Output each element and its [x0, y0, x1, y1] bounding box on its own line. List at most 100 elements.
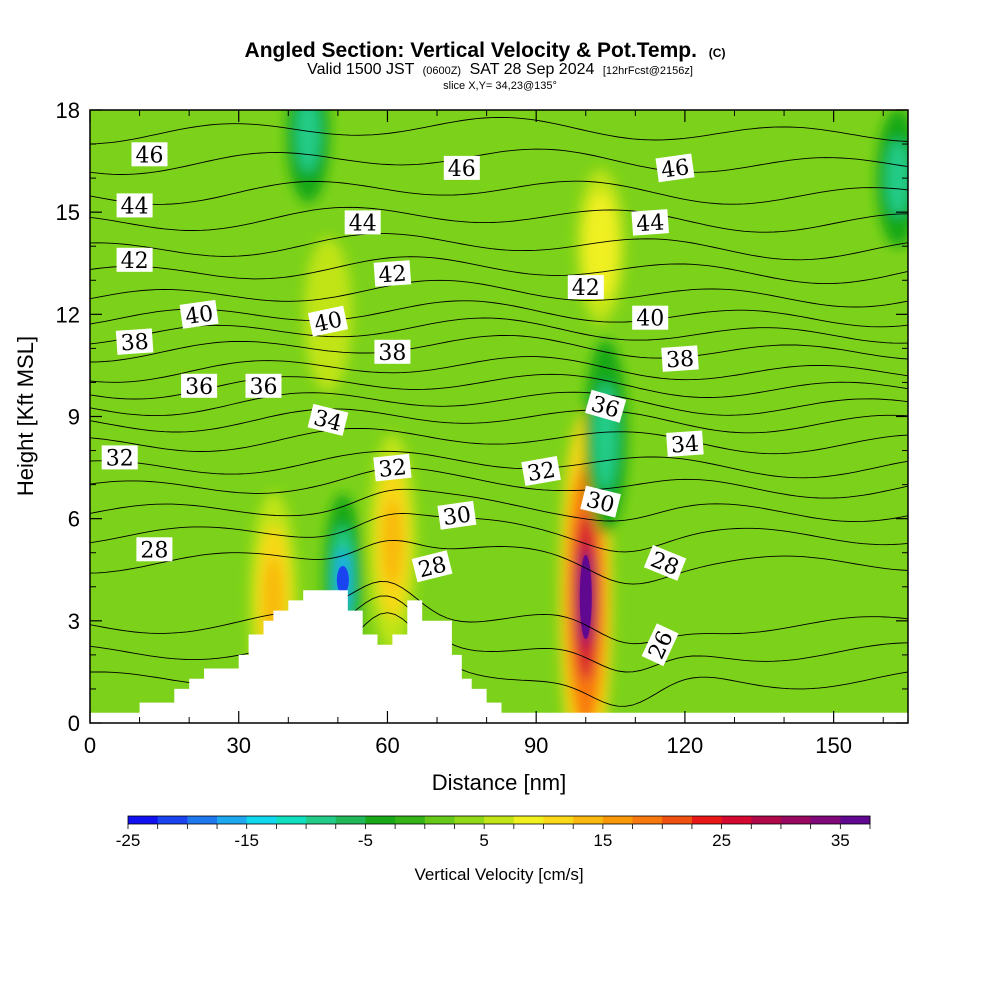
colorbar: -25 -15 -5 5 15 25 35 — [116, 815, 871, 850]
y-tick-label: 9 — [68, 405, 80, 430]
velocity-cell-1-2 — [382, 499, 403, 586]
subtitle-valid: Valid 1500 JST — [307, 61, 415, 78]
contour-label-14: 38 — [661, 345, 699, 374]
contour-label-box — [437, 500, 477, 530]
colorbar-tick-label: 35 — [831, 831, 850, 850]
colorbar-swatch — [454, 816, 485, 824]
isentrope-40 — [90, 300, 908, 328]
colorbar-swatch — [573, 816, 604, 824]
isentrope-37 — [90, 356, 908, 383]
isentrope-41 — [90, 279, 908, 308]
subtitle-utc: (0600Z) — [423, 65, 462, 77]
contour-label-text: 34 — [670, 432, 700, 459]
contour-label-box — [373, 453, 412, 482]
colorbar-swatch — [751, 816, 782, 824]
colorbar-swatch — [810, 816, 841, 824]
contour-label-21: 32 — [373, 453, 412, 483]
contour-label-1: 46 — [443, 155, 480, 182]
contour-label-6: 42 — [116, 247, 153, 274]
colorbar-swatch — [306, 816, 337, 824]
contour-label-text: 40 — [636, 307, 664, 332]
contour-label-text: 44 — [349, 211, 377, 236]
contour-label-0: 46 — [131, 142, 168, 168]
contour-label-5: 44 — [631, 209, 669, 237]
isentrope-36 — [90, 373, 908, 400]
y-tick-label: 6 — [68, 507, 80, 532]
contour-label-box — [632, 305, 669, 330]
contour-label-box — [179, 299, 219, 329]
contour-label-box — [131, 142, 168, 167]
isentrope-27 — [90, 581, 908, 645]
contour-label-box — [641, 623, 679, 667]
contour-label-box — [116, 247, 153, 272]
isentrope-43 — [90, 233, 908, 261]
contour-label-text: 46 — [136, 143, 164, 168]
y-tick-label: 0 — [68, 711, 80, 736]
isentrope-29 — [90, 512, 908, 553]
velocity-cell-7-1 — [296, 110, 321, 173]
contour-label-text: 42 — [572, 276, 600, 301]
contour-label-25: 28 — [136, 537, 173, 563]
velocity-cell-3-2 — [591, 215, 611, 277]
contour-label-text: 28 — [140, 538, 168, 563]
colorbar-swatch — [187, 816, 218, 824]
contour-label-text: 40 — [312, 307, 345, 337]
contour-label-box — [245, 373, 282, 398]
contour-label-box — [643, 545, 687, 581]
colorbar-swatch — [395, 816, 426, 824]
contour-label-box — [580, 485, 621, 518]
y-tick-label: 15 — [56, 200, 80, 225]
contour-label-7: 42 — [373, 260, 412, 288]
contour-label-box — [116, 193, 153, 218]
isentrope-30 — [90, 488, 908, 523]
x-tick-label: 0 — [84, 733, 96, 758]
isentrope-39 — [90, 317, 908, 345]
contour-label-text: 32 — [525, 458, 557, 487]
contour-label-17: 36 — [584, 389, 627, 424]
contour-label-10: 40 — [307, 305, 349, 338]
isentrope-31 — [90, 467, 908, 499]
contour-label-text: 30 — [442, 502, 473, 531]
contour-label-15: 36 — [181, 373, 218, 400]
contour-label-23: 30 — [437, 500, 477, 531]
svg-text:Valid 1500 JST (0600Z): Valid 1500 JST (0600Z) SAT 28 Sep 2024 [… — [307, 61, 693, 78]
contour-label-box — [307, 403, 349, 436]
isentrope-46 — [90, 148, 908, 175]
terrain-mask — [90, 590, 908, 723]
contour-label-22: 32 — [521, 456, 561, 487]
colorbar-swatch — [157, 816, 188, 824]
velocity-cell-8-1 — [886, 139, 908, 217]
colorbar-swatch — [335, 816, 366, 824]
colorbar-swatch — [484, 816, 515, 824]
contour-label-11: 40 — [632, 305, 669, 332]
x-tick-label: 60 — [375, 733, 399, 758]
contour-label-24: 30 — [580, 485, 621, 519]
isentrope-44 — [90, 206, 908, 233]
isentrope-33 — [90, 427, 908, 455]
contour-label-2: 46 — [655, 153, 695, 184]
isentrope-42 — [90, 256, 908, 285]
y-tick-label: 18 — [56, 98, 80, 123]
contour-label-text: 38 — [378, 341, 406, 366]
velocity-core-0 — [579, 554, 592, 639]
colorbar-label: Vertical Velocity [cm/s] — [414, 865, 583, 884]
field-background — [90, 110, 908, 723]
plot-area — [90, 110, 908, 723]
colorbar-swatch — [128, 816, 159, 824]
contour-label-16: 36 — [245, 373, 282, 400]
contour-label-box — [666, 430, 704, 457]
contour-label-text: 32 — [377, 455, 407, 483]
isentrope-47 — [90, 116, 908, 145]
isentrope-32 — [90, 450, 908, 479]
colorbar-swatch — [662, 816, 693, 824]
contour-label-box — [101, 445, 138, 470]
contour-label-box — [181, 373, 218, 398]
slice-label: slice X,Y= 34,23@135° — [443, 80, 557, 92]
colorbar-frame — [127, 815, 871, 825]
contour-label-box — [631, 209, 669, 236]
y-tick-label: 3 — [68, 609, 80, 634]
